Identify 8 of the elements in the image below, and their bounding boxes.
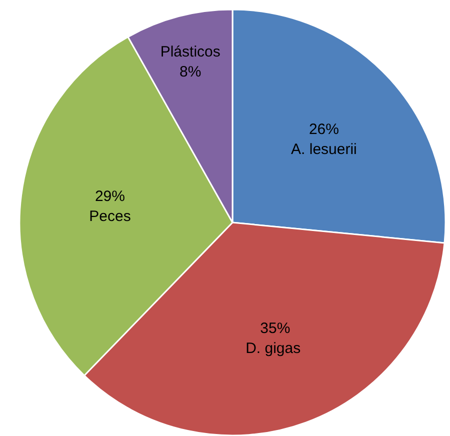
slice-label: A. lesuerii [291, 140, 357, 158]
slice-label: Plásticos [160, 43, 220, 60]
slice-label: Peces [89, 208, 131, 226]
data-label: 29% [94, 188, 125, 206]
data-label: 26% [308, 120, 339, 138]
data-label: 35% [260, 320, 290, 337]
data-label: 8% [180, 63, 202, 80]
slice-label: D. gigas [246, 340, 301, 357]
